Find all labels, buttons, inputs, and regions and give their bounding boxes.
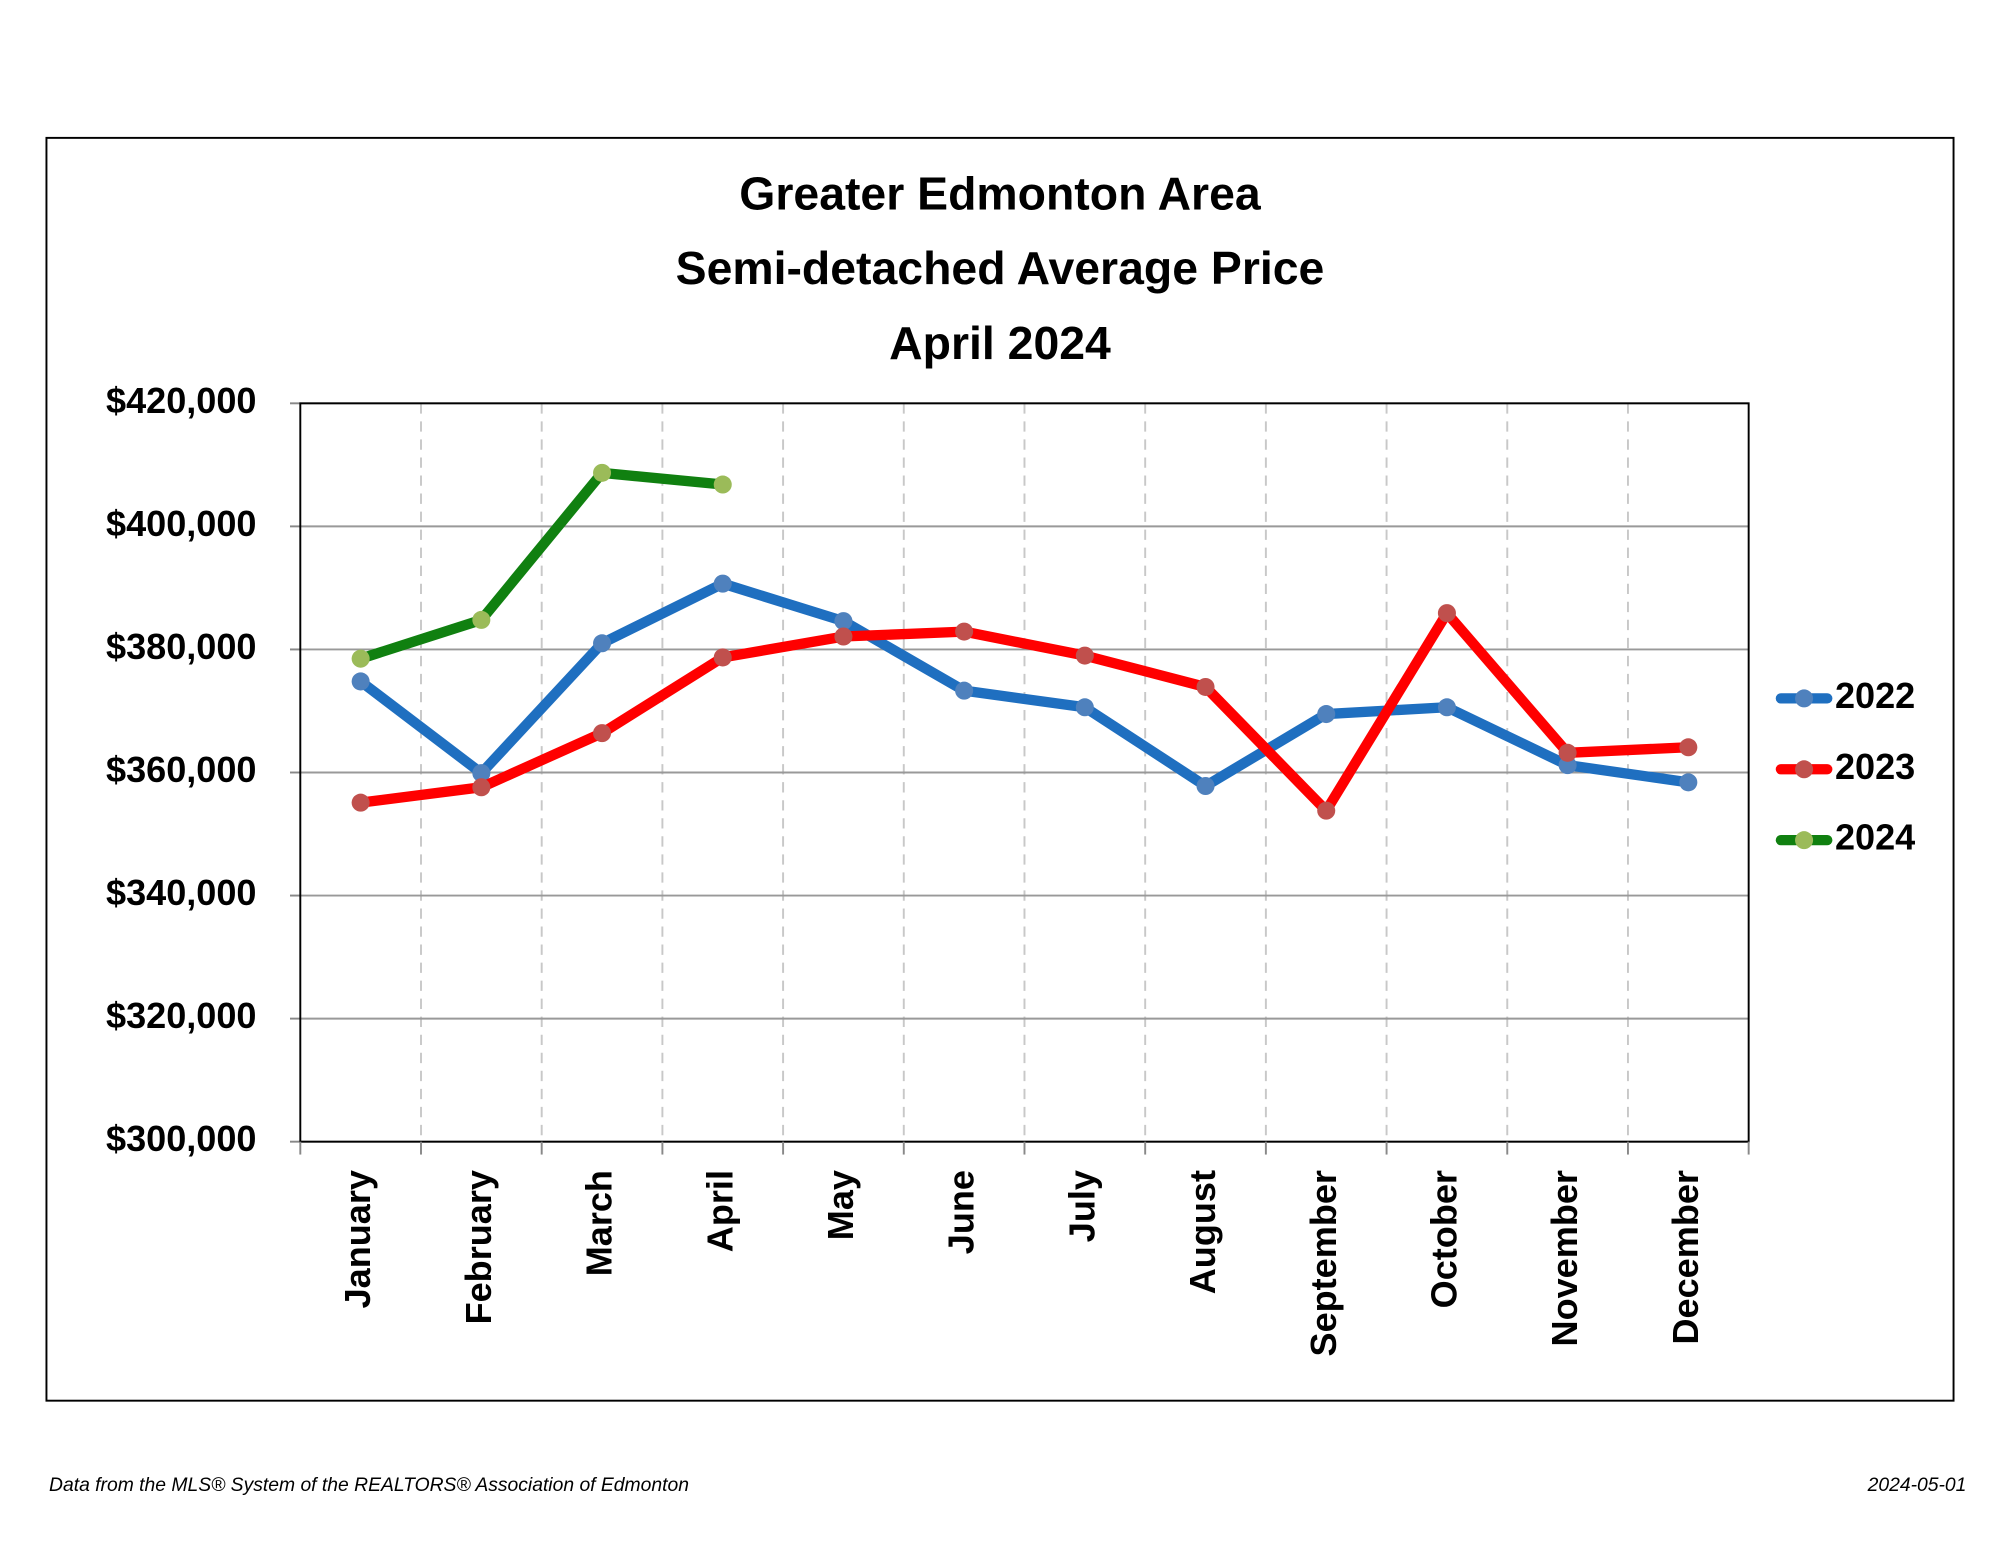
marker <box>955 622 974 641</box>
marker <box>713 475 732 494</box>
y-tick-label: $300,000 <box>106 1118 256 1159</box>
x-tick-label: October <box>1423 1170 1464 1308</box>
legend-label: 2023 <box>1835 746 1915 787</box>
marker <box>713 574 732 593</box>
x-tick-label: January <box>337 1170 378 1308</box>
marker <box>1196 677 1215 696</box>
marker <box>1075 646 1094 665</box>
x-tick-label: December <box>1665 1170 1706 1344</box>
marker <box>472 778 491 797</box>
series-line <box>355 607 1694 816</box>
x-tick-label: May <box>820 1170 861 1240</box>
marker <box>1075 698 1094 717</box>
legend-marker <box>1795 689 1814 708</box>
y-tick-label: $420,000 <box>106 380 256 421</box>
chart-frame <box>45 136 1955 1402</box>
marker <box>1196 777 1215 796</box>
legend-label: 2024 <box>1835 817 1915 858</box>
series-line <box>355 467 728 664</box>
chart-title: Greater Edmonton Area <box>739 167 1262 219</box>
x-tick-label: February <box>458 1170 499 1324</box>
y-tick-label: $380,000 <box>106 626 256 667</box>
marker <box>351 672 370 691</box>
marker <box>593 634 612 653</box>
marker <box>1317 801 1336 820</box>
marker <box>1437 698 1456 717</box>
y-tick-label: $320,000 <box>106 995 256 1036</box>
x-tick-label: September <box>1303 1170 1344 1356</box>
chart-title: Semi-detached Average Price <box>676 242 1325 294</box>
x-tick-label: June <box>941 1170 982 1254</box>
legend-marker <box>1795 760 1814 779</box>
footnote: Data from the MLS® System of the REALTOR… <box>49 1475 689 1496</box>
legend-label: 2022 <box>1835 675 1915 716</box>
marker <box>1679 773 1698 792</box>
x-tick-label: March <box>579 1170 620 1276</box>
marker <box>834 627 853 646</box>
marker <box>1437 604 1456 623</box>
date: 2024-05-01 <box>1867 1475 1967 1496</box>
marker <box>472 610 491 629</box>
marker <box>351 649 370 668</box>
marker <box>713 648 732 667</box>
marker <box>1679 738 1698 757</box>
marker <box>472 764 491 783</box>
y-tick-label: $340,000 <box>106 872 256 913</box>
marker <box>351 793 370 812</box>
marker <box>593 463 612 482</box>
y-tick-label: $400,000 <box>106 503 256 544</box>
x-tick-label: July <box>1061 1170 1102 1242</box>
marker <box>1317 705 1336 724</box>
x-tick-label: November <box>1544 1170 1585 1346</box>
marker <box>834 612 853 631</box>
chart-title: April 2024 <box>889 317 1111 369</box>
x-tick-label: April <box>699 1170 740 1252</box>
marker <box>955 681 974 700</box>
series-line <box>355 578 1694 792</box>
marker <box>593 724 612 743</box>
legend-marker <box>1795 831 1814 850</box>
marker <box>1558 743 1577 762</box>
y-tick-label: $360,000 <box>106 749 256 790</box>
x-tick-label: August <box>1182 1170 1223 1294</box>
